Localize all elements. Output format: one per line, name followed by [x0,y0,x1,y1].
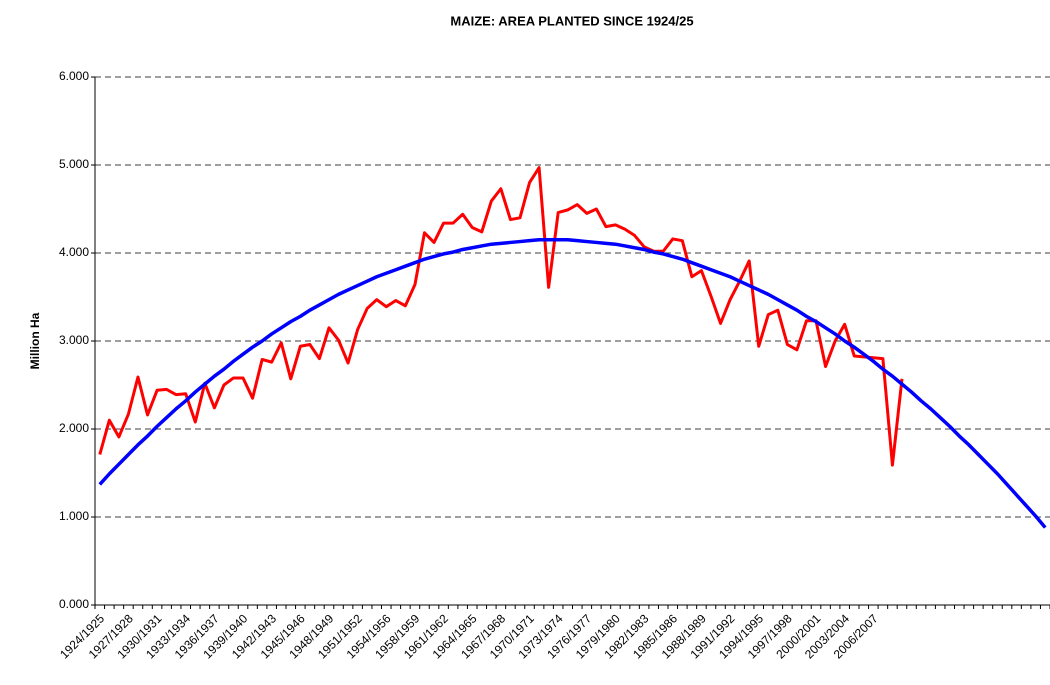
y-tick-label: 2.000 [59,421,89,435]
y-axis-label: Million Ha [28,312,42,369]
series-line [98,238,1047,529]
y-tick-label: 3.000 [59,333,89,347]
y-tick-label: 1.000 [59,509,89,523]
y-tick-label: 5.000 [59,157,89,171]
y-tick-label: 6.000 [59,69,89,83]
y-tick-label: 0.000 [59,597,89,611]
chart-title: MAIZE: AREA PLANTED SINCE 1924/25 [450,13,693,28]
series-line [98,166,904,467]
y-tick-label: 4.000 [59,245,89,259]
